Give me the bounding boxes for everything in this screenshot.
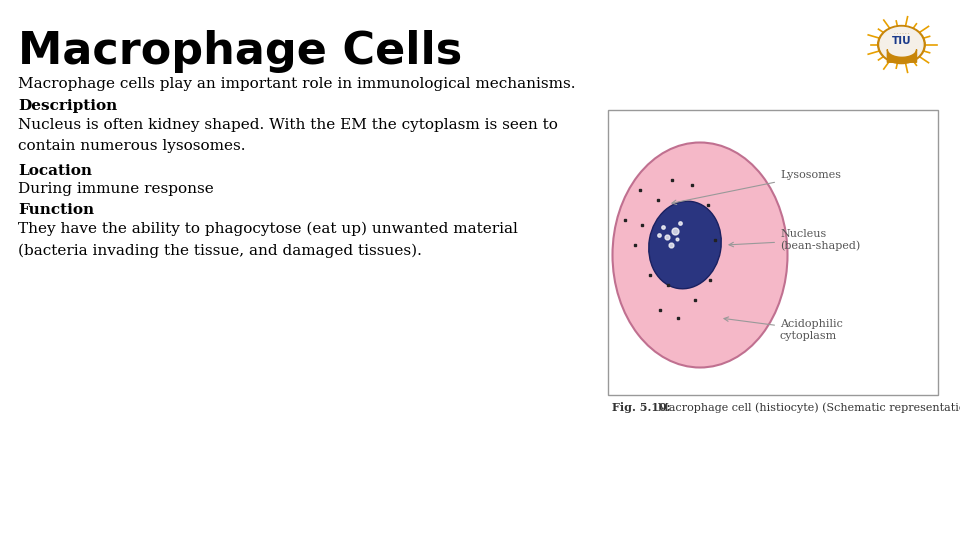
Text: Location: Location [18, 164, 92, 178]
Circle shape [880, 28, 923, 62]
FancyBboxPatch shape [608, 110, 938, 395]
Text: Description: Description [18, 99, 117, 113]
Ellipse shape [612, 143, 787, 368]
Text: Macrophage Cells: Macrophage Cells [18, 30, 463, 73]
Text: Fig. 5.10:: Fig. 5.10: [612, 402, 671, 413]
Text: Macrophage cells play an important role in immunological mechanisms.: Macrophage cells play an important role … [18, 77, 575, 91]
Circle shape [877, 25, 925, 64]
Text: Function: Function [18, 203, 94, 217]
Text: During immune response: During immune response [18, 182, 214, 196]
Text: Acidophilic
cytoplasm: Acidophilic cytoplasm [724, 317, 843, 341]
Text: Lysosomes: Lysosomes [672, 170, 841, 205]
Text: Macrophage cell (histiocyte) (Schematic representation): Macrophage cell (histiocyte) (Schematic … [654, 402, 960, 413]
Text: Nucleus
(bean-shaped): Nucleus (bean-shaped) [729, 229, 860, 251]
Text: TIU: TIU [892, 36, 911, 46]
Ellipse shape [649, 201, 721, 289]
Text: - - - - - -: - - - - - - [894, 31, 909, 35]
Text: Nucleus is often kidney shaped. With the EM the cytoplasm is seen to
contain num: Nucleus is often kidney shaped. With the… [18, 118, 558, 153]
Text: They have the ability to phagocytose (eat up) unwanted material
(bacteria invadi: They have the ability to phagocytose (ea… [18, 222, 517, 258]
